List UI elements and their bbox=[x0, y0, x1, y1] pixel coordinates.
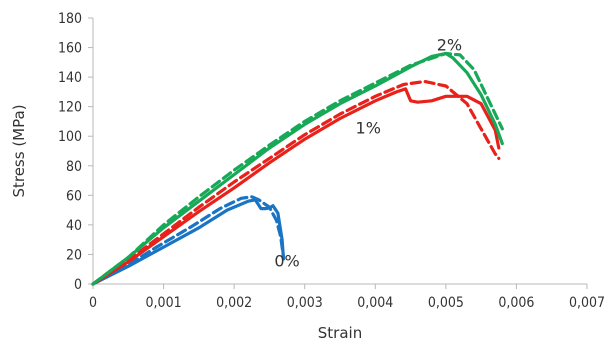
series-line-1 bbox=[91, 195, 286, 286]
x-tick-label: 0,004 bbox=[357, 295, 393, 311]
y-tick-label: 180 bbox=[58, 11, 82, 27]
y-tick-label: 100 bbox=[58, 129, 82, 145]
y-tick-label: 160 bbox=[58, 41, 82, 57]
series-line-3 bbox=[91, 79, 501, 286]
y-tick-label: 20 bbox=[66, 247, 82, 263]
y-tick-label: 80 bbox=[66, 159, 82, 175]
y-tick-label: 60 bbox=[66, 188, 82, 204]
chart-annotations: 0% 1% 2% bbox=[274, 36, 462, 271]
chart-axes: 0 20 40 60 80 100 120 140 160 180 0 0,001 0,002 0,003… bbox=[58, 11, 605, 311]
y-tick-label: 0 bbox=[74, 277, 82, 293]
x-tick-label: 0,006 bbox=[498, 295, 534, 311]
x-tick-label: 0,007 bbox=[569, 295, 605, 311]
annotation-label: 1% bbox=[356, 118, 381, 137]
y-tick-label: 140 bbox=[58, 70, 82, 86]
chart-series bbox=[91, 51, 504, 286]
series-line-0 bbox=[91, 198, 286, 286]
series-line-2 bbox=[91, 87, 501, 286]
series-line-5 bbox=[91, 51, 504, 286]
y-tick-label: 40 bbox=[66, 218, 82, 234]
x-tick-label: 0,001 bbox=[146, 295, 182, 311]
y-tick-label: 120 bbox=[58, 100, 82, 116]
annotation-label: 0% bbox=[274, 251, 299, 270]
x-axis-title: Strain bbox=[318, 324, 362, 342]
series-line-4 bbox=[91, 51, 504, 286]
annotation-label: 2% bbox=[437, 36, 462, 55]
y-axis-title: Stress (MPa) bbox=[10, 104, 28, 197]
x-tick-label: 0,005 bbox=[428, 295, 464, 311]
x-tick-label: 0 bbox=[89, 295, 97, 311]
x-tick-label: 0,002 bbox=[216, 295, 252, 311]
x-tick-label: 0,003 bbox=[287, 295, 323, 311]
